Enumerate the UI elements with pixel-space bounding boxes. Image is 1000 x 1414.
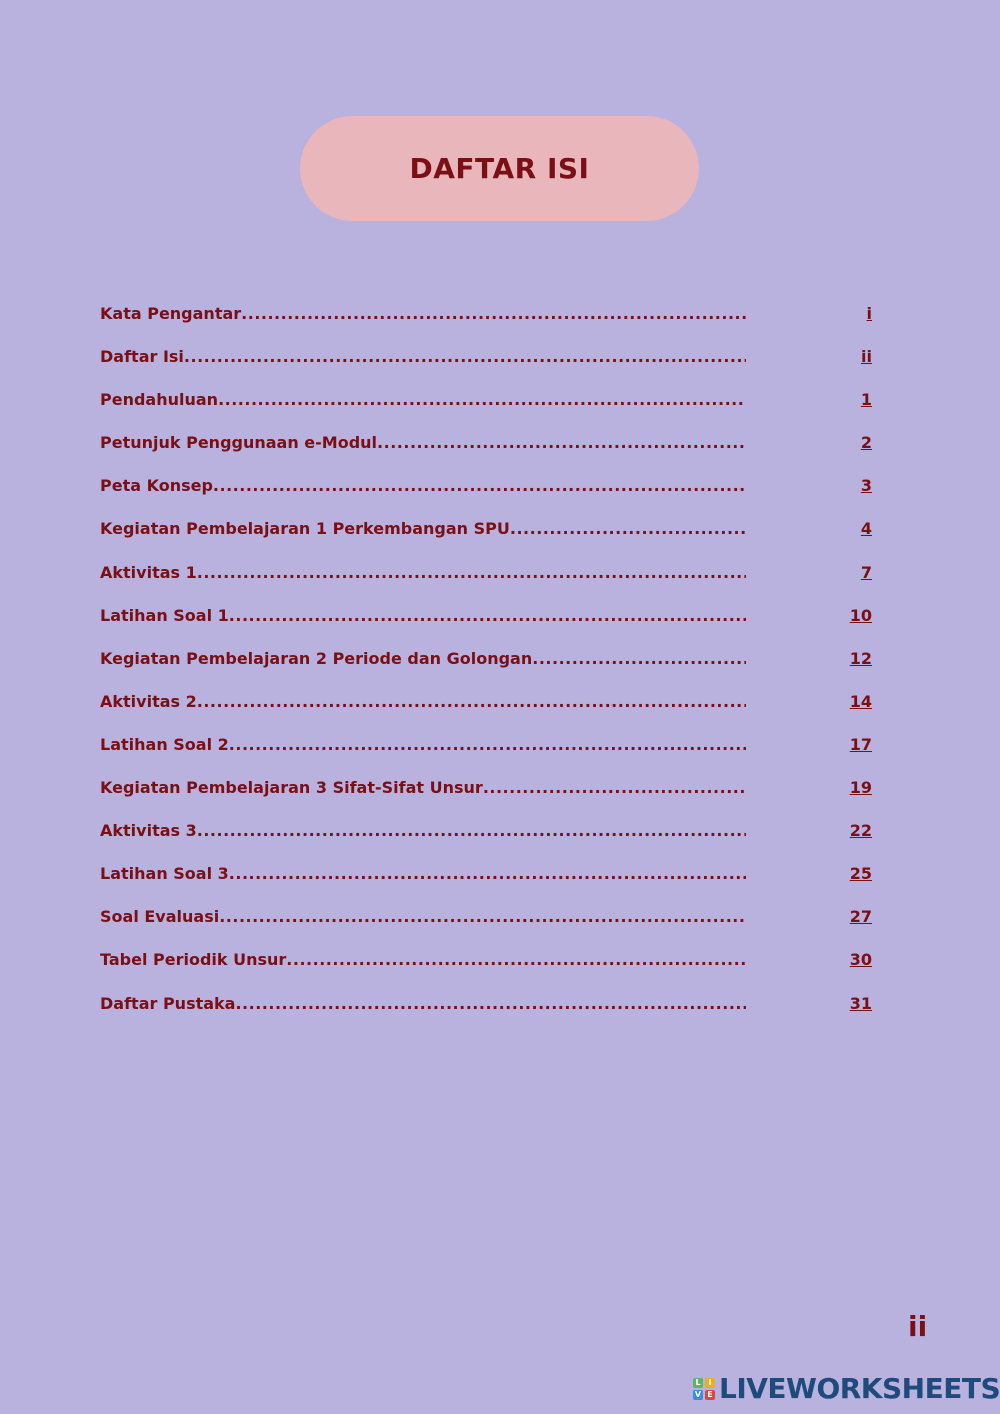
toc-entry[interactable]: Latihan Soal 1 10 — [100, 604, 872, 647]
toc-entry[interactable]: Pendahuluan 1 — [100, 388, 872, 431]
toc-page-link[interactable]: i — [866, 304, 872, 323]
logo-block: V — [693, 1390, 703, 1400]
logo-blocks-icon: L I V E — [693, 1378, 715, 1400]
toc-page-link[interactable]: 3 — [860, 476, 872, 496]
toc-entry-label: Daftar Isi — [100, 345, 746, 369]
toc-entry[interactable]: Kegiatan Pembelajaran 1 Perkembangan SPU… — [100, 517, 872, 560]
toc-entry[interactable]: Kegiatan Pembelajaran 3 Sifat-Sifat Unsu… — [100, 776, 872, 819]
toc-entry-label: Daftar Pustaka — [100, 992, 746, 1016]
toc-entry[interactable]: Petunjuk Penggunaan e-Modul 2 — [100, 431, 872, 474]
toc-entry[interactable]: Soal Evaluasi 27 — [100, 905, 872, 948]
logo-text: LIVEWORKSHEETS — [719, 1372, 1000, 1405]
toc-entry[interactable]: Kegiatan Pembelajaran 2 Periode dan Golo… — [100, 647, 872, 690]
toc-page-link[interactable]: 14 — [849, 691, 872, 711]
toc-page-link[interactable]: 2 — [860, 433, 872, 453]
toc-page-link[interactable]: 31 — [849, 993, 872, 1013]
toc-page-link[interactable]: 12 — [849, 648, 872, 668]
toc-entry-label: Latihan Soal 3 — [100, 862, 746, 886]
toc-page-link[interactable]: 30 — [849, 950, 872, 970]
toc-entry-label: Aktivitas 2 — [100, 690, 746, 714]
toc-entry-label: Latihan Soal 1 — [100, 604, 746, 628]
logo-block: L — [693, 1378, 703, 1388]
toc-entry[interactable]: Kata Pengantar i — [100, 302, 872, 345]
toc-entry[interactable]: Aktivitas 1 7 — [100, 561, 872, 604]
toc-entry[interactable]: Aktivitas 3 22 — [100, 819, 872, 862]
page-number: ii — [908, 1310, 928, 1343]
toc-entry-label: Kegiatan Pembelajaran 2 Periode dan Golo… — [100, 647, 746, 671]
toc-page-link[interactable]: ii — [861, 347, 872, 367]
toc-page-link[interactable]: 17 — [849, 734, 872, 754]
toc-entry-label: Pendahuluan — [100, 388, 746, 412]
toc-page-link[interactable]: 25 — [849, 864, 872, 884]
title-banner: DAFTAR ISI — [300, 116, 699, 221]
toc-entry-label: Kegiatan Pembelajaran 3 Sifat-Sifat Unsu… — [100, 776, 746, 800]
toc-entry-label: Soal Evaluasi — [100, 905, 746, 929]
toc-entry-label: Kata Pengantar — [100, 302, 746, 326]
toc-entry[interactable]: Daftar Isi ii — [100, 345, 872, 388]
toc-page-link[interactable]: 19 — [849, 778, 872, 798]
toc-page-link[interactable]: 27 — [849, 907, 872, 927]
toc-page-link[interactable]: 22 — [849, 821, 872, 841]
toc-entry[interactable]: Aktivitas 2 14 — [100, 690, 872, 733]
logo-block: E — [705, 1390, 715, 1400]
toc-entry-label: Peta Konsep — [100, 474, 746, 498]
page-title: DAFTAR ISI — [409, 152, 590, 185]
toc-page-link[interactable]: 7 — [860, 562, 872, 582]
toc-entry-label: Aktivitas 3 — [100, 819, 746, 843]
liveworksheets-logo: L I V E LIVEWORKSHEETS — [693, 1375, 1000, 1403]
toc-page-link[interactable]: 4 — [860, 519, 872, 539]
toc-page-link[interactable]: 1 — [860, 390, 872, 410]
toc-entry-label: Aktivitas 1 — [100, 561, 746, 585]
toc-entry-label: Petunjuk Penggunaan e-Modul — [100, 431, 746, 455]
toc-page-link[interactable]: 10 — [849, 605, 872, 625]
toc-entry-label: Tabel Periodik Unsur — [100, 948, 746, 972]
logo-block: I — [705, 1378, 715, 1388]
table-of-contents: Kata PengantariDaftar IsiiiPendahuluan1P… — [100, 302, 872, 1035]
toc-entry-label: Latihan Soal 2 — [100, 733, 746, 757]
toc-entry[interactable]: Tabel Periodik Unsur 30 — [100, 948, 872, 991]
toc-entry[interactable]: Daftar Pustaka 31 — [100, 992, 872, 1035]
toc-entry[interactable]: Latihan Soal 2 17 — [100, 733, 872, 776]
toc-entry[interactable]: Latihan Soal 3 25 — [100, 862, 872, 905]
toc-entry-label: Kegiatan Pembelajaran 1 Perkembangan SPU — [100, 517, 746, 541]
toc-entry[interactable]: Peta Konsep 3 — [100, 474, 872, 517]
